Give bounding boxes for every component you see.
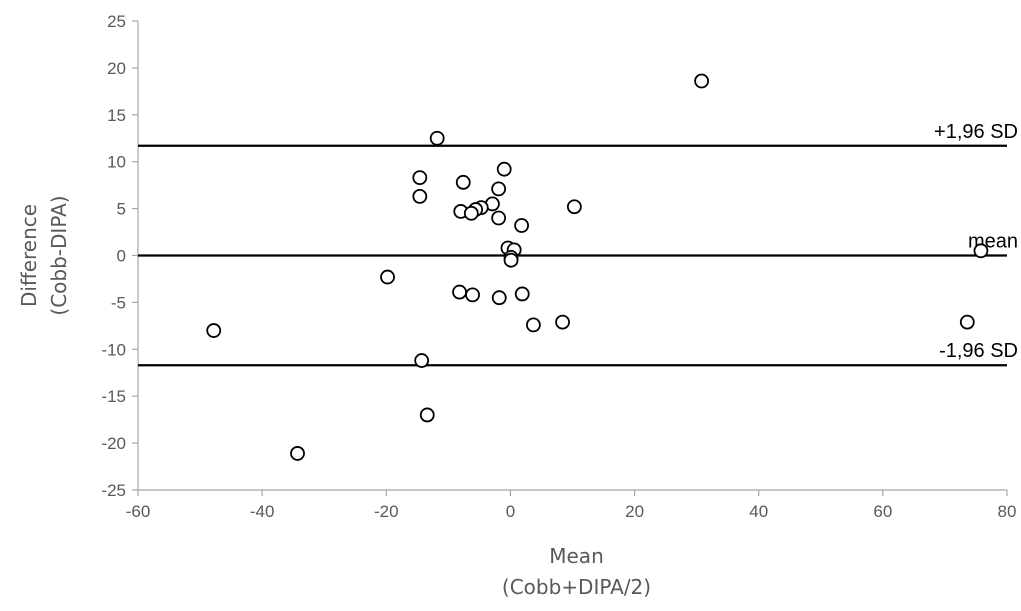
y-axis-ticks: -25 -20 -15 -10 -5 0 5 10 15 20 25 — [101, 12, 138, 500]
data-point — [412, 189, 428, 204]
y-tick-label: 25 — [107, 12, 126, 31]
x-tick-label: -60 — [126, 502, 151, 521]
x-tick-label: 80 — [998, 502, 1017, 521]
data-points — [206, 73, 989, 461]
x-tick-label: 40 — [749, 502, 768, 521]
axis-titles: Mean (Cobb+DIPA/2) Difference (Cobb-DIPA) — [17, 195, 651, 599]
x-tick-label: 20 — [625, 502, 644, 521]
x-axis-title: (Cobb+DIPA/2) — [502, 575, 651, 599]
y-tick-label: -25 — [101, 481, 126, 500]
data-point — [455, 174, 471, 190]
x-tick-label: 0 — [506, 502, 515, 521]
y-tick-label: -20 — [101, 434, 126, 453]
data-point — [514, 286, 530, 302]
data-point — [491, 181, 507, 197]
data-point — [959, 314, 975, 330]
data-point — [973, 243, 989, 259]
data-point — [491, 290, 507, 306]
data-point — [206, 323, 222, 338]
data-point — [429, 130, 445, 146]
y-tick-label: 20 — [107, 59, 126, 78]
data-point — [566, 199, 582, 215]
data-point — [465, 287, 480, 303]
y-axis-title: (Cobb-DIPA) — [47, 195, 71, 315]
data-point — [463, 205, 479, 221]
x-axis-ticks: -60 -40 -20 0 20 40 60 80 — [126, 490, 1017, 521]
y-tick-label: 0 — [117, 247, 126, 266]
data-point — [496, 161, 512, 177]
y-tick-label: -5 — [111, 293, 126, 312]
y-tick-label: 5 — [117, 200, 126, 219]
y-axis-title: Difference — [17, 204, 41, 307]
data-point — [412, 170, 428, 186]
data-point — [414, 353, 430, 368]
data-point — [525, 317, 541, 333]
data-point — [503, 252, 519, 268]
y-tick-label: -10 — [101, 340, 126, 359]
x-tick-label: -20 — [374, 502, 399, 521]
data-point — [491, 210, 507, 226]
reference-line-label: -1,96 SD — [939, 340, 1018, 362]
data-point — [555, 314, 570, 330]
x-tick-label: -40 — [250, 502, 275, 521]
reference-line-label: +1,96 SD — [934, 121, 1018, 143]
y-tick-label: -15 — [101, 387, 126, 406]
y-tick-label: 15 — [107, 106, 126, 125]
x-tick-label: 60 — [873, 502, 892, 521]
x-axis-title: Mean — [549, 544, 604, 568]
data-point — [290, 446, 305, 461]
data-point — [514, 218, 530, 233]
y-tick-label: 10 — [107, 153, 126, 172]
data-point — [452, 284, 467, 300]
data-point — [694, 73, 710, 89]
data-point — [380, 269, 395, 285]
data-point — [419, 407, 435, 423]
